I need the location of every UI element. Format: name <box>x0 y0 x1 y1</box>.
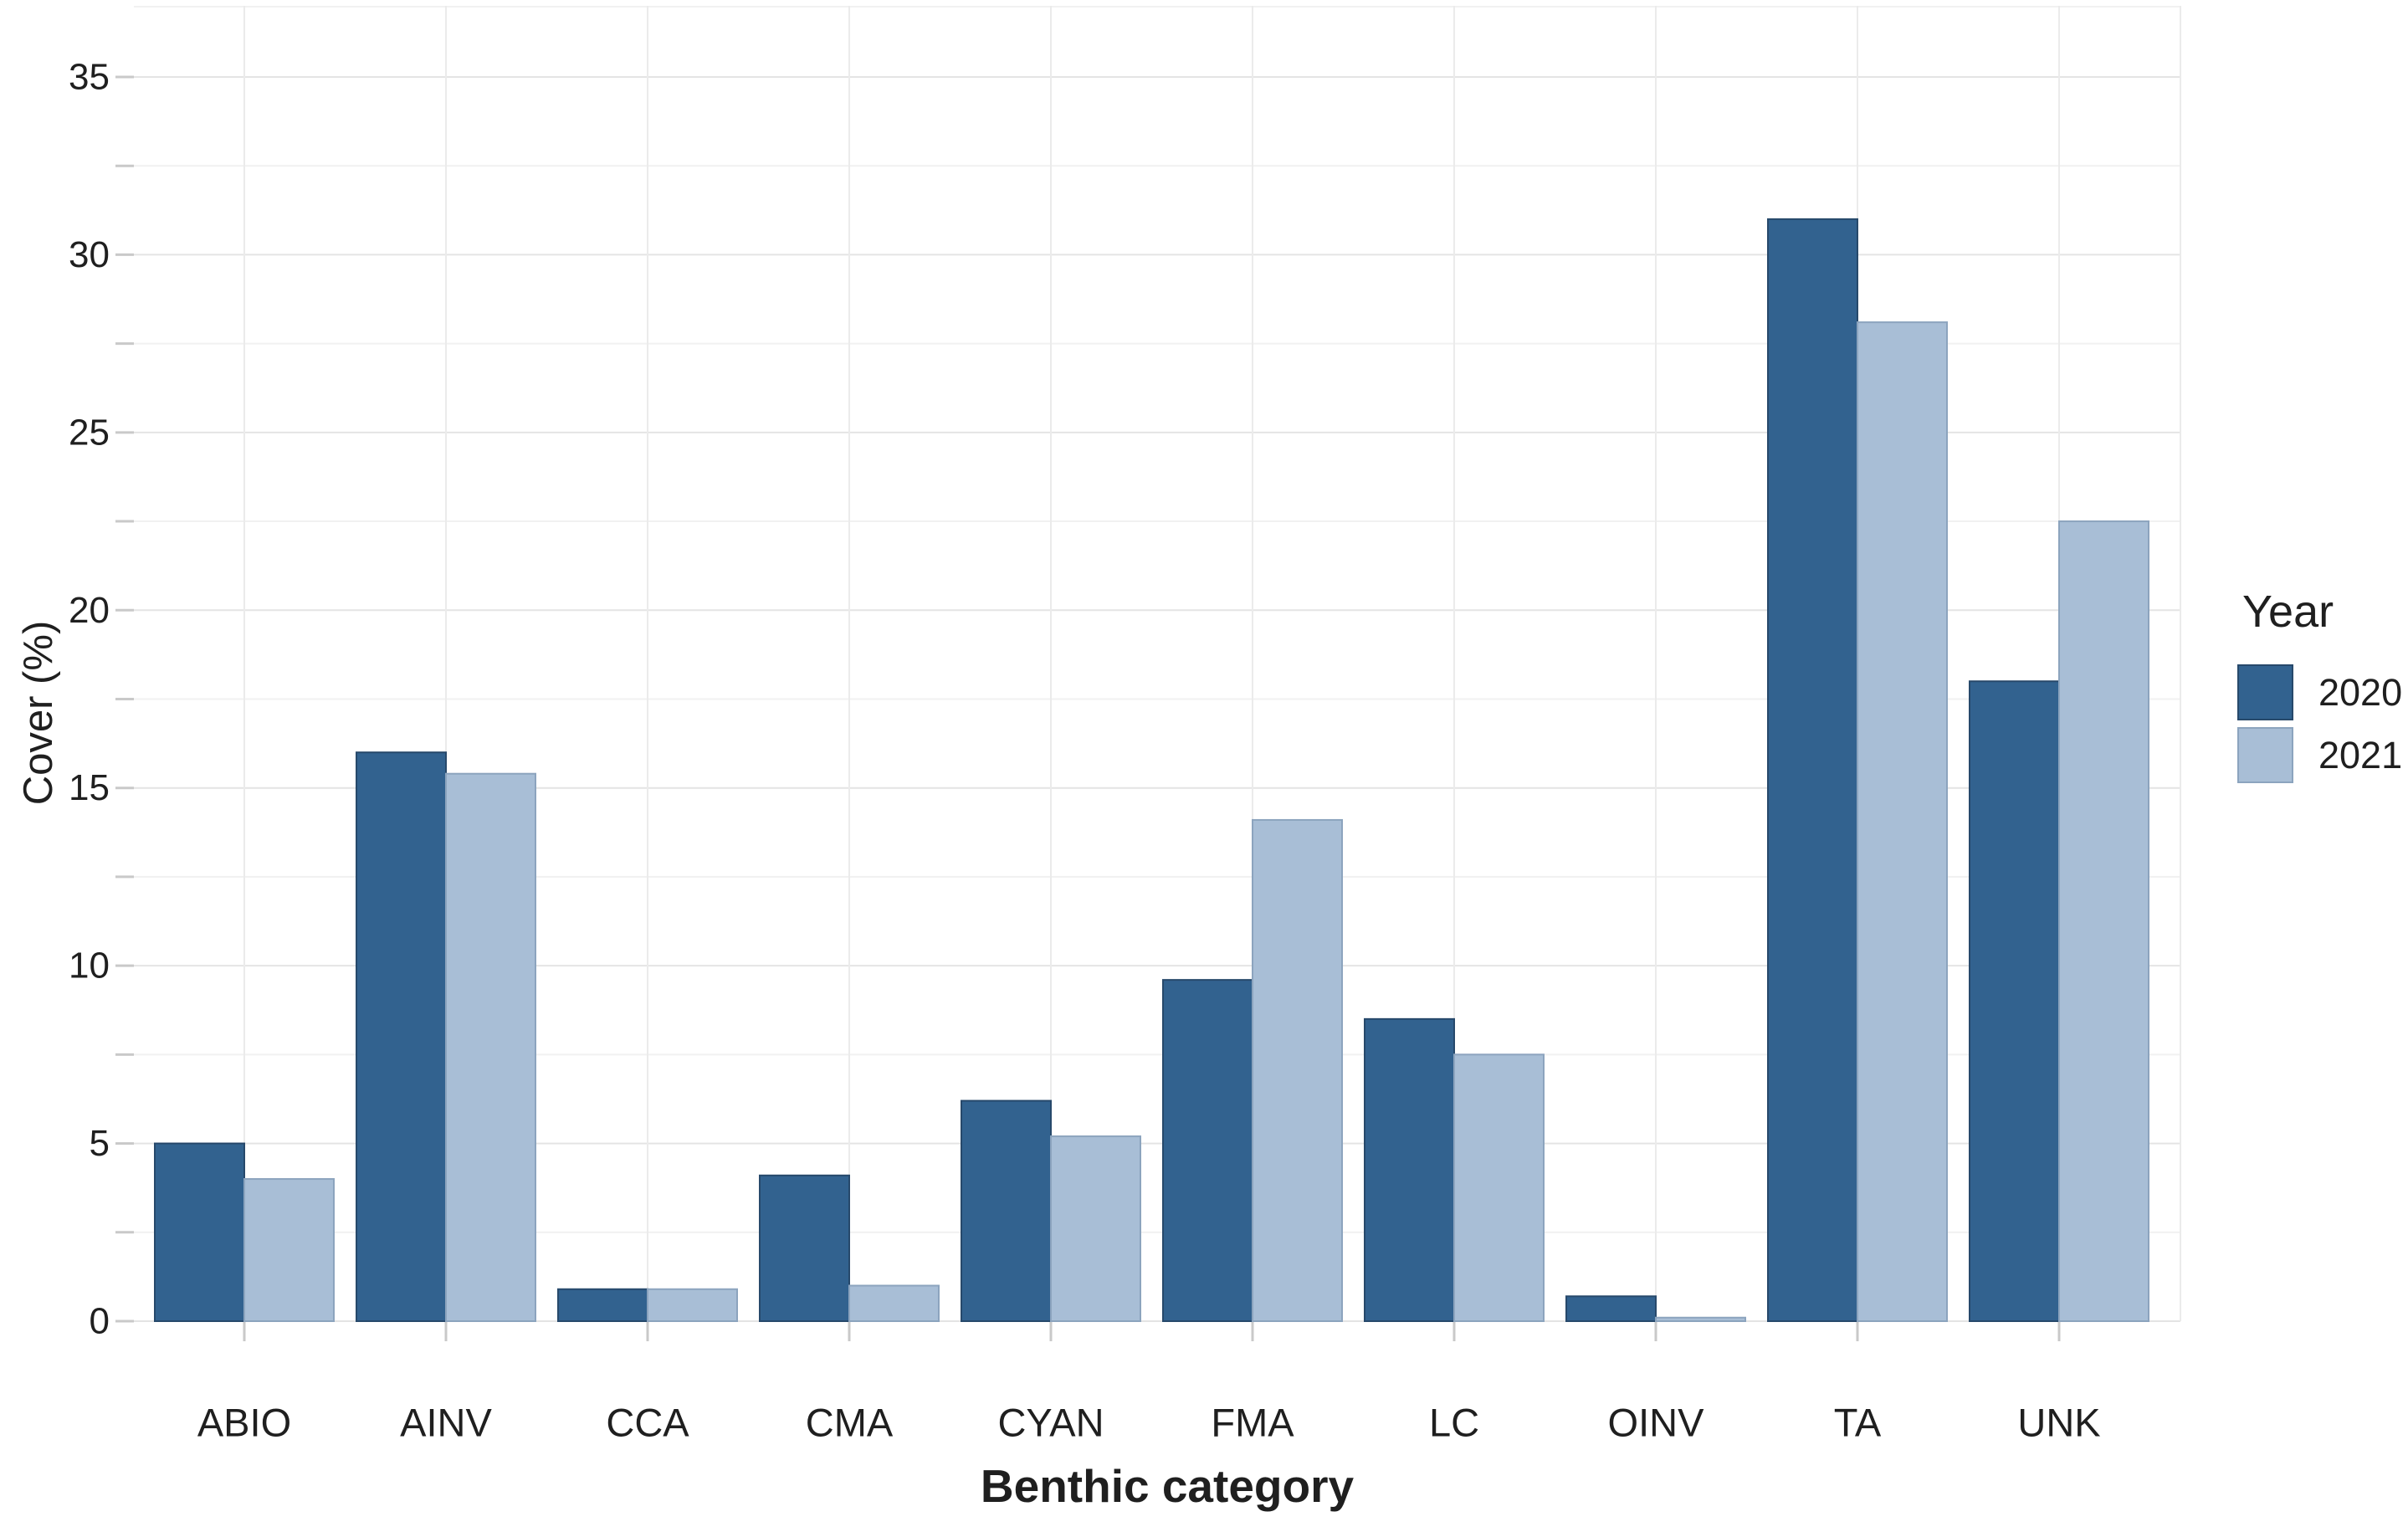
bar-2021-AINV <box>445 772 536 1322</box>
x-tick-label-AINV: AINV <box>400 1401 492 1445</box>
x-tick-label-CCA: CCA <box>606 1401 689 1445</box>
legend-swatch-2021 <box>2237 727 2293 783</box>
legend-label-2020: 2020 <box>2318 670 2403 714</box>
y-tick-label-0: 0 <box>90 1301 110 1342</box>
bar-2020-TA <box>1767 218 1858 1322</box>
x-tick-label-CMA: CMA <box>806 1401 894 1445</box>
legend-label-2021: 2021 <box>2318 733 2403 776</box>
y-tick-label-5: 5 <box>90 1123 110 1164</box>
y-axis-title: Cover (%) <box>16 620 61 806</box>
y-tick-label-10: 10 <box>69 945 110 986</box>
y-tick-label-35: 35 <box>69 56 110 97</box>
bar-2020-ABIO <box>154 1142 245 1323</box>
x-tick-label-FMA: FMA <box>1211 1401 1294 1445</box>
bar-2021-LC <box>1453 1053 1545 1322</box>
x-tick-label-TA: TA <box>1834 1401 1882 1445</box>
x-tick-label-ABIO: ABIO <box>197 1401 291 1445</box>
x-tick-label-OINV: OINV <box>1608 1401 1705 1445</box>
y-tick-label-30: 30 <box>69 234 110 275</box>
bar-2020-AINV <box>356 751 447 1322</box>
legend: Year 2020 2021 <box>2237 586 2402 790</box>
y-tick-label-15: 15 <box>69 767 110 808</box>
bar-2021-CMA <box>848 1284 940 1323</box>
bar-2021-UNK <box>2058 520 2149 1322</box>
x-axis-title: Benthic category <box>980 1460 1355 1512</box>
bar-2021-TA <box>1857 321 1948 1322</box>
x-tick-label-UNK: UNK <box>2017 1401 2100 1445</box>
bar-2021-FMA <box>1252 818 1343 1322</box>
bar-2021-CYAN <box>1050 1135 1141 1323</box>
bar-2020-LC <box>1364 1017 1455 1322</box>
x-tick-label-CYAN: CYAN <box>997 1401 1104 1445</box>
legend-swatch-2020 <box>2237 664 2293 720</box>
bar-2021-ABIO <box>243 1178 335 1323</box>
bar-2020-CMA <box>759 1174 850 1323</box>
legend-title: Year <box>2242 587 2334 637</box>
bar-2020-FMA <box>1162 979 1253 1323</box>
bar-2020-CCA <box>557 1288 648 1323</box>
bar-2021-CCA <box>647 1288 738 1323</box>
y-tick-label-20: 20 <box>69 590 110 631</box>
x-tick-label-LC: LC <box>1429 1401 1479 1445</box>
legend-item-2020: 2020 <box>2237 664 2402 720</box>
legend-item-2021: 2021 <box>2237 727 2402 783</box>
bar-2021-OINV <box>1655 1316 1746 1322</box>
bar-2020-UNK <box>1969 680 2060 1322</box>
bar-2020-CYAN <box>961 1099 1052 1322</box>
y-tick-label-25: 25 <box>69 412 110 453</box>
bar-2020-OINV <box>1565 1295 1657 1322</box>
